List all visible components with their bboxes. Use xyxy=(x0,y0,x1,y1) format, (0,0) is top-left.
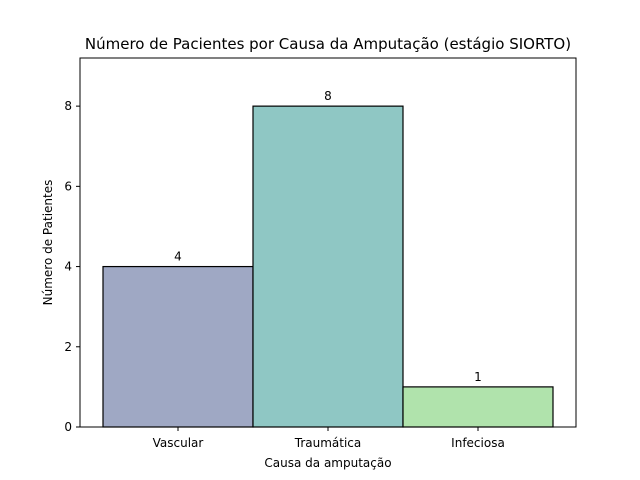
y-tick-label: 8 xyxy=(64,99,72,113)
x-tick-label-infeciosa: Infeciosa xyxy=(451,436,505,450)
chart-title: Número de Pacientes por Causa da Amputaç… xyxy=(85,35,571,53)
y-axis-label: Número de Patientes xyxy=(41,180,55,306)
data-label-vascular: 4 xyxy=(174,250,182,264)
y-tick-label: 0 xyxy=(64,420,72,434)
data-label-infeciosa: 1 xyxy=(474,370,482,384)
x-axis-ticks: Vascular Traumática Infeciosa xyxy=(153,427,505,450)
y-tick-label: 2 xyxy=(64,340,72,354)
data-labels-group: 4 8 1 xyxy=(174,89,482,384)
bar-vascular xyxy=(102,265,254,428)
x-axis-label: Causa da amputação xyxy=(264,456,391,470)
x-tick-label-vascular: Vascular xyxy=(153,436,204,450)
bar-traumatica xyxy=(252,105,404,428)
bar-infeciosa xyxy=(402,386,554,428)
y-tick-label: 4 xyxy=(64,260,72,274)
data-label-traumatica: 8 xyxy=(324,89,332,103)
bars-group xyxy=(102,105,554,428)
y-tick-label: 6 xyxy=(64,179,72,193)
y-axis-ticks: 0 2 4 6 8 xyxy=(64,99,80,434)
x-tick-label-traumatica: Traumática xyxy=(294,436,362,450)
